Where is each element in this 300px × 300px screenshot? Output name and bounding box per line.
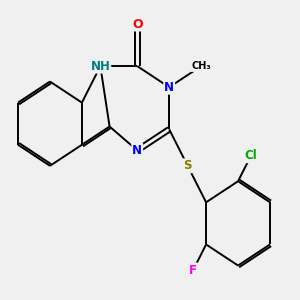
Text: NH: NH <box>90 60 110 73</box>
Text: F: F <box>189 263 197 277</box>
Text: S: S <box>183 159 192 172</box>
Text: N: N <box>132 144 142 157</box>
Text: Cl: Cl <box>244 149 257 162</box>
Text: N: N <box>164 81 174 94</box>
Text: O: O <box>132 17 142 31</box>
Text: CH₃: CH₃ <box>191 61 211 71</box>
